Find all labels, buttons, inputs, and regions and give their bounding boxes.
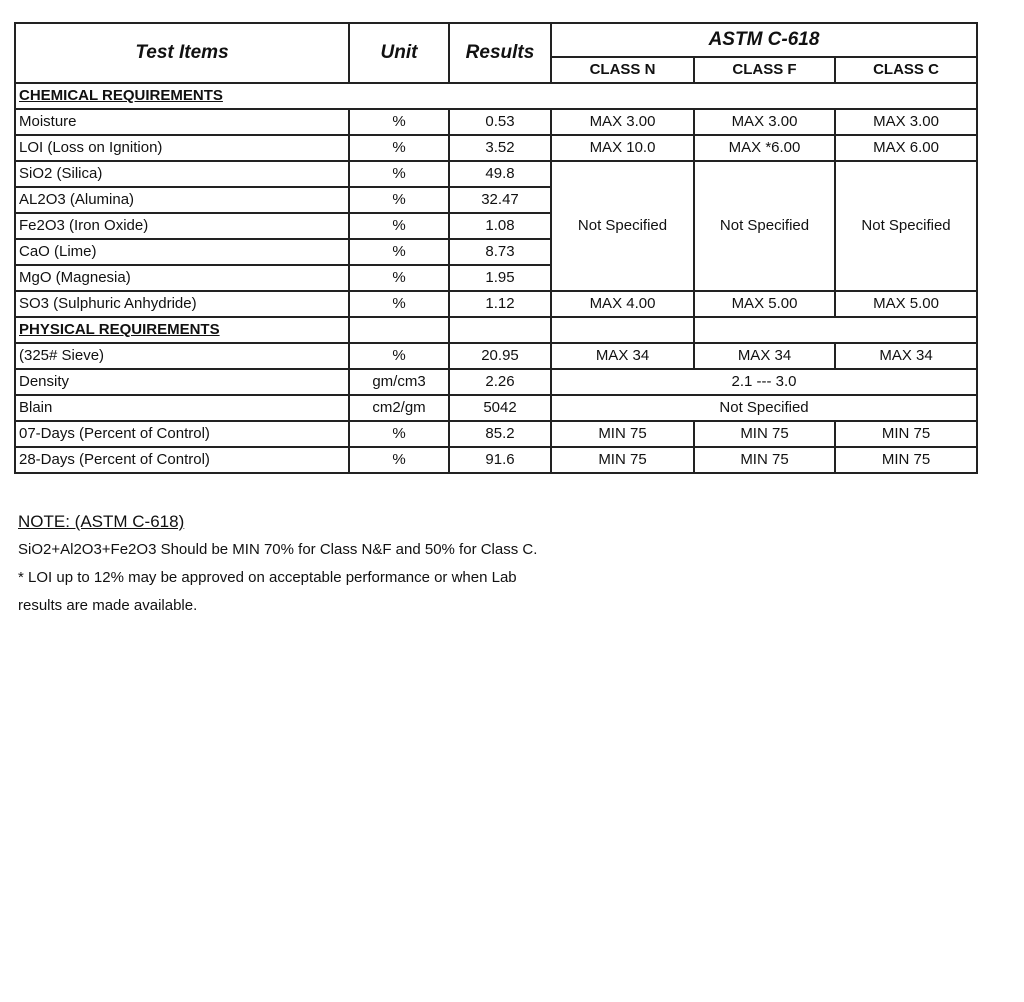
result: 1.95 xyxy=(448,264,552,292)
table-row: Blain cm2/gm 5042 Not Specified xyxy=(14,394,979,422)
class-f-not-specified: Not Specified xyxy=(693,160,836,292)
result: 85.2 xyxy=(448,420,552,448)
table-row: CaO (Lime) % 8.73 xyxy=(14,238,977,266)
unit: gm/cm3 xyxy=(348,368,450,396)
header-unit: Unit xyxy=(348,22,450,84)
item: CaO (Lime) xyxy=(14,238,350,266)
item: Density xyxy=(14,368,350,396)
class-n-spec: MIN 75 xyxy=(550,420,695,448)
item: Blain xyxy=(14,394,350,422)
unit: % xyxy=(348,134,450,162)
table-row: SO3 (Sulphuric Anhydride) % 1.12 MAX 4.0… xyxy=(14,290,979,318)
notes-title: NOTE: (ASTM C-618) xyxy=(18,512,185,531)
table-row: (325# Sieve) % 20.95 MAX 34 MAX 34 MAX 3… xyxy=(14,342,979,370)
class-f-spec: MAX 3.00 xyxy=(693,108,836,136)
unit: % xyxy=(348,420,450,448)
note-line: SiO2+Al2O3+Fe2O3 Should be MIN 70% for C… xyxy=(18,541,538,558)
class-n-spec: MIN 75 xyxy=(550,446,695,474)
empty-cell xyxy=(348,316,450,344)
unit: cm2/gm xyxy=(348,394,450,422)
unit: % xyxy=(348,264,450,292)
section-physical: PHYSICAL REQUIREMENTS xyxy=(14,316,350,344)
class-f-spec: MAX 34 xyxy=(693,342,836,370)
item: LOI (Loss on Ignition) xyxy=(14,134,350,162)
header-class-n: CLASS N xyxy=(550,55,695,85)
unit: % xyxy=(348,342,450,370)
header-class-f: CLASS F xyxy=(693,55,836,85)
result: 5042 xyxy=(448,394,552,422)
item: MgO (Magnesia) xyxy=(14,264,350,292)
result: 3.52 xyxy=(448,134,552,162)
unit: % xyxy=(348,446,450,474)
result: 1.12 xyxy=(448,290,552,318)
item: 07-Days (Percent of Control) xyxy=(14,420,350,448)
table-row: Density gm/cm3 2.26 2.1 --- 3.0 xyxy=(14,368,979,396)
unit: % xyxy=(348,212,450,240)
notes: NOTE: (ASTM C-618) SiO2+Al2O3+Fe2O3 Shou… xyxy=(18,508,537,620)
table-row: 28-Days (Percent of Control) % 91.6 MIN … xyxy=(14,446,979,474)
all-classes-spec: 2.1 --- 3.0 xyxy=(549,368,979,396)
class-c-not-specified: Not Specified xyxy=(833,160,979,292)
item: Moisture xyxy=(14,108,350,136)
class-c-spec: MAX 34 xyxy=(833,342,979,370)
header-class-c: CLASS C xyxy=(833,55,979,85)
table-row: SiO2 (Silica) % 49.8 Not Specified Not S… xyxy=(14,160,979,292)
result: 32.47 xyxy=(448,186,552,214)
header-test-items: Test Items xyxy=(14,22,350,84)
all-classes-spec: Not Specified xyxy=(549,394,979,422)
class-c-spec: MAX 5.00 xyxy=(833,290,979,318)
section-chemical: CHEMICAL REQUIREMENTS xyxy=(13,82,979,110)
class-c-spec: MAX 6.00 xyxy=(833,134,979,162)
table-row: Fe2O3 (Iron Oxide) % 1.08 xyxy=(14,212,977,240)
class-f-spec: MIN 75 xyxy=(693,446,836,474)
table-row: MgO (Magnesia) % 1.95 xyxy=(14,264,977,292)
unit: % xyxy=(348,290,450,318)
note-line: results are made available. xyxy=(18,597,198,614)
table-row: Moisture % 0.53 MAX 3.00 MAX 3.00 MAX 3.… xyxy=(14,108,979,136)
empty-cell xyxy=(550,316,695,344)
result: 1.08 xyxy=(448,212,552,240)
table-row: LOI (Loss on Ignition) % 3.52 MAX 10.0 M… xyxy=(14,134,979,162)
item: SiO2 (Silica) xyxy=(14,160,350,188)
table-row: AL2O3 (Alumina) % 32.47 xyxy=(14,186,977,214)
class-f-spec: MAX *6.00 xyxy=(693,134,836,162)
table-row: 07-Days (Percent of Control) % 85.2 MIN … xyxy=(14,420,979,448)
class-n-spec: MAX 4.00 xyxy=(550,290,695,318)
item: 28-Days (Percent of Control) xyxy=(14,446,350,474)
class-f-spec: MAX 5.00 xyxy=(693,290,836,318)
class-n-spec: MAX 10.0 xyxy=(550,134,695,162)
item: SO3 (Sulphuric Anhydride) xyxy=(14,290,350,318)
class-n-spec: MAX 34 xyxy=(550,342,695,370)
test-results-table: Test Items Unit Results ASTM C-618 CLASS… xyxy=(13,22,979,474)
class-n-not-specified: Not Specified xyxy=(550,160,695,292)
class-c-spec: MIN 75 xyxy=(833,420,979,448)
result: 0.53 xyxy=(448,108,552,136)
class-c-spec: MAX 3.00 xyxy=(833,108,979,136)
item: (325# Sieve) xyxy=(14,342,350,370)
class-c-spec: MIN 75 xyxy=(833,446,979,474)
unit: % xyxy=(348,108,450,136)
header-results: Results xyxy=(448,22,552,84)
result: 91.6 xyxy=(448,446,552,474)
unit: % xyxy=(348,186,450,214)
class-f-spec: MIN 75 xyxy=(693,420,836,448)
result: 20.95 xyxy=(448,342,552,370)
unit: % xyxy=(348,160,450,188)
unit: % xyxy=(348,238,450,266)
item: AL2O3 (Alumina) xyxy=(14,186,350,214)
result: 49.8 xyxy=(448,160,552,188)
result: 8.73 xyxy=(448,238,552,266)
empty-cell xyxy=(448,316,552,344)
empty-cell xyxy=(692,316,979,344)
class-n-spec: MAX 3.00 xyxy=(550,108,695,136)
note-line: * LOI up to 12% may be approved on accep… xyxy=(18,569,517,586)
item: Fe2O3 (Iron Oxide) xyxy=(14,212,350,240)
result: 2.26 xyxy=(448,368,552,396)
header-standard: ASTM C-618 xyxy=(549,22,979,58)
